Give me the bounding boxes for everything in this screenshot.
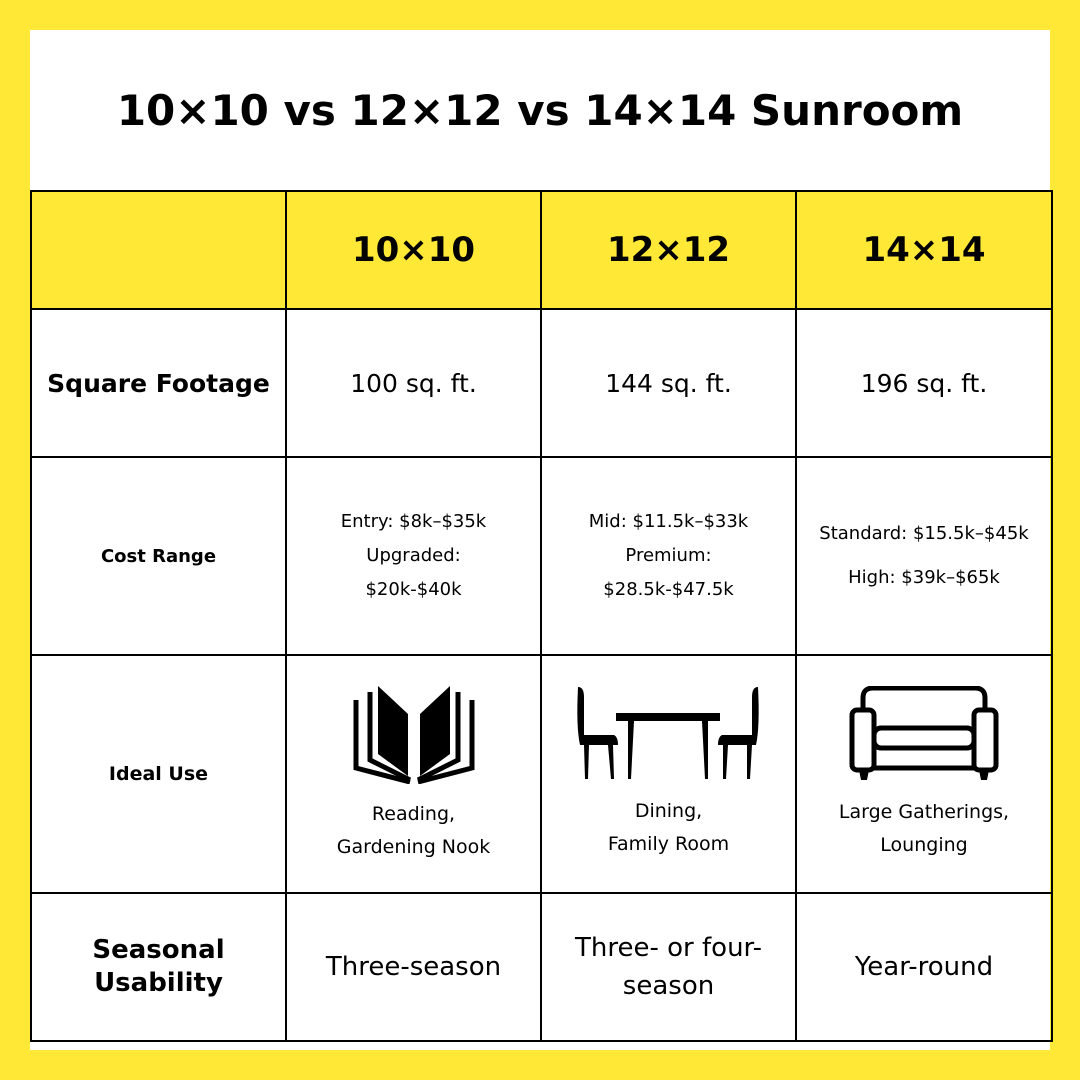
table-cell: Entry: $8k–$35k Upgraded: $20k-$40k	[285, 456, 542, 656]
table-cell: Three-season	[285, 892, 542, 1042]
cost-line: Standard: $15.5k–$45k	[819, 523, 1029, 544]
row-header-line: Seasonal	[92, 935, 225, 965]
season-line: Year-round	[854, 952, 994, 982]
season-line: Three- or four-	[575, 933, 762, 963]
cost-line: Entry: $8k–$35k	[340, 511, 487, 532]
season-line: Three-season	[325, 952, 502, 982]
column-header-14x14: 14×14	[795, 190, 1053, 310]
table-cell: 196 sq. ft.	[795, 308, 1053, 458]
dining-table-icon	[576, 687, 759, 779]
header-blank-cell	[30, 190, 287, 310]
table-cell: Dining, Family Room	[540, 654, 797, 894]
sofa-icon	[849, 686, 999, 780]
cost-line: High: $39k–$65k	[848, 567, 1000, 588]
use-line: Family Room	[607, 833, 730, 855]
table-cell: Large Gatherings, Lounging	[795, 654, 1053, 894]
season-line: season	[622, 971, 715, 1001]
comparison-table: 10×10 12×12 14×14 Square Footage 100 sq.…	[30, 190, 1053, 1042]
table-row-cost-range: Cost Range Entry: $8k–$35k Upgraded: $20…	[30, 456, 1053, 656]
table-row-seasonal-usability: Seasonal Usability Three-season Three- o…	[30, 892, 1053, 1042]
table-row-ideal-use: Ideal Use Reading, Gardening Nook	[30, 654, 1053, 894]
row-header: Seasonal Usability	[30, 892, 287, 1042]
open-book-icon	[353, 686, 474, 784]
table-cell: 100 sq. ft.	[285, 308, 542, 458]
use-line: Large Gatherings,	[838, 801, 1010, 823]
use-line: Dining,	[634, 800, 703, 822]
table-cell: Mid: $11.5k–$33k Premium: $28.5k-$47.5k	[540, 456, 797, 656]
cost-line: $28.5k-$47.5k	[603, 579, 734, 600]
column-header-10x10: 10×10	[285, 190, 542, 310]
row-header: Square Footage	[30, 308, 287, 458]
use-line: Gardening Nook	[336, 836, 491, 858]
table-cell: Year-round	[795, 892, 1053, 1042]
table-cell: Three- or four- season	[540, 892, 797, 1042]
row-header-line: Usability	[94, 968, 223, 998]
cost-line: Upgraded:	[366, 545, 461, 566]
cost-line: $20k-$40k	[365, 579, 462, 600]
column-header-12x12: 12×12	[540, 190, 797, 310]
use-line: Lounging	[880, 834, 968, 856]
cost-line: Premium:	[625, 545, 712, 566]
page-title: 10×10 vs 12×12 vs 14×14 Sunroom	[116, 85, 964, 135]
table-cell: 144 sq. ft.	[540, 308, 797, 458]
table-cell: Reading, Gardening Nook	[285, 654, 542, 894]
cost-line: Mid: $11.5k–$33k	[588, 511, 749, 532]
row-header: Cost Range	[30, 456, 287, 656]
use-line: Reading,	[371, 803, 456, 825]
header-row: 10×10 12×12 14×14	[30, 190, 1053, 310]
comparison-card: 10×10 vs 12×12 vs 14×14 Sunroom 10×10 12…	[30, 30, 1053, 1050]
table-cell: Standard: $15.5k–$45k High: $39k–$65k	[795, 456, 1053, 656]
row-header: Ideal Use	[30, 654, 287, 894]
table-row-square-footage: Square Footage 100 sq. ft. 144 sq. ft. 1…	[30, 308, 1053, 458]
